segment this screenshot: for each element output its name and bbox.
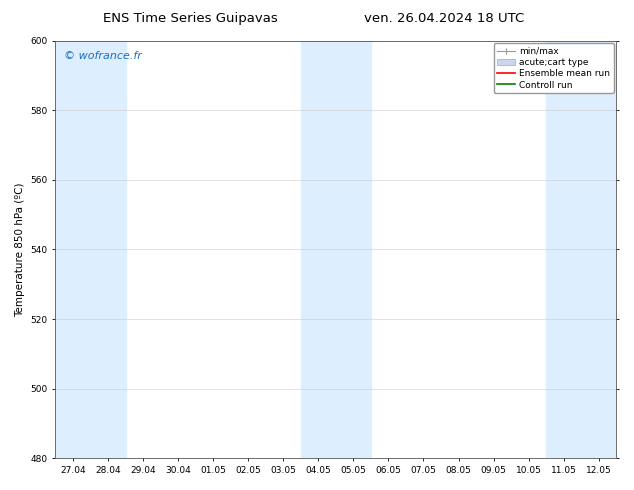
Y-axis label: Temperature 850 hPa (ºC): Temperature 850 hPa (ºC) xyxy=(15,182,25,317)
Text: © wofrance.fr: © wofrance.fr xyxy=(64,51,142,61)
Bar xyxy=(55,41,126,458)
Bar xyxy=(546,41,616,458)
Text: ven. 26.04.2024 18 UTC: ven. 26.04.2024 18 UTC xyxy=(364,12,524,25)
Bar xyxy=(301,41,371,458)
Text: ENS Time Series Guipavas: ENS Time Series Guipavas xyxy=(103,12,278,25)
Legend: min/max, acute;cart type, Ensemble mean run, Controll run: min/max, acute;cart type, Ensemble mean … xyxy=(494,43,614,93)
